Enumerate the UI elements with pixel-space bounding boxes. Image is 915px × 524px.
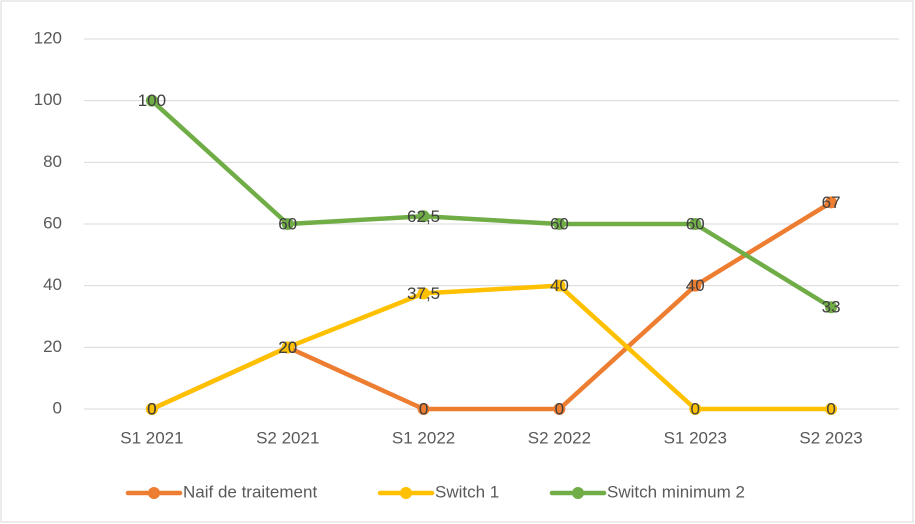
x-tick-label: S1 2023 bbox=[664, 428, 727, 447]
data-label: 60 bbox=[686, 214, 705, 233]
data-label: 60 bbox=[278, 214, 297, 233]
data-label: 20 bbox=[278, 338, 297, 357]
marker bbox=[825, 196, 838, 209]
marker bbox=[825, 301, 838, 314]
data-label: 40 bbox=[550, 276, 569, 295]
marker bbox=[145, 94, 158, 107]
marker bbox=[553, 279, 566, 292]
y-tick-label: 20 bbox=[43, 337, 62, 356]
legend-marker bbox=[400, 487, 412, 499]
marker bbox=[281, 218, 294, 230]
marker bbox=[553, 403, 566, 415]
legend-label: Naif de traitement bbox=[183, 482, 317, 501]
data-label: 62,5 bbox=[407, 207, 440, 226]
y-tick-label: 80 bbox=[43, 152, 62, 171]
data-label: 0 bbox=[147, 399, 156, 418]
x-tick-label: S2 2022 bbox=[528, 428, 591, 447]
legend-marker bbox=[148, 487, 160, 499]
series-line bbox=[149, 98, 834, 310]
data-label: 0 bbox=[419, 399, 428, 418]
legend-label: Switch minimum 2 bbox=[607, 482, 745, 501]
y-tick-label: 120 bbox=[34, 28, 62, 47]
data-label: 40 bbox=[686, 276, 705, 295]
y-tick-label: 0 bbox=[53, 398, 62, 417]
marker bbox=[825, 403, 838, 415]
data-label: 0 bbox=[555, 399, 564, 418]
data-label: 33 bbox=[822, 298, 841, 317]
data-label: 100 bbox=[138, 91, 166, 110]
marker bbox=[417, 403, 430, 415]
data-label: 67 bbox=[822, 193, 841, 212]
marker bbox=[689, 403, 702, 415]
y-tick-label: 60 bbox=[43, 213, 62, 232]
marker bbox=[145, 403, 158, 415]
marker bbox=[417, 287, 430, 300]
x-tick-label: S2 2023 bbox=[799, 428, 862, 447]
legend-label: Switch 1 bbox=[435, 482, 499, 501]
legend-marker bbox=[572, 487, 584, 499]
marker bbox=[689, 218, 702, 230]
data-label: 37,5 bbox=[407, 284, 440, 303]
marker bbox=[689, 279, 702, 292]
y-tick-label: 40 bbox=[43, 275, 62, 294]
y-tick-label: 100 bbox=[34, 90, 62, 109]
marker bbox=[417, 210, 430, 223]
data-label: 60 bbox=[550, 214, 569, 233]
marker bbox=[281, 341, 294, 354]
x-tick-label: S1 2021 bbox=[120, 428, 183, 447]
data-label: 20 bbox=[278, 338, 297, 357]
data-label: 0 bbox=[826, 399, 835, 418]
data-label: 0 bbox=[691, 399, 700, 418]
marker bbox=[553, 218, 566, 230]
series-line bbox=[149, 283, 834, 412]
x-tick-label: S1 2022 bbox=[392, 428, 455, 447]
data-label: 0 bbox=[147, 399, 156, 418]
x-tick-label: S2 2021 bbox=[256, 428, 319, 447]
